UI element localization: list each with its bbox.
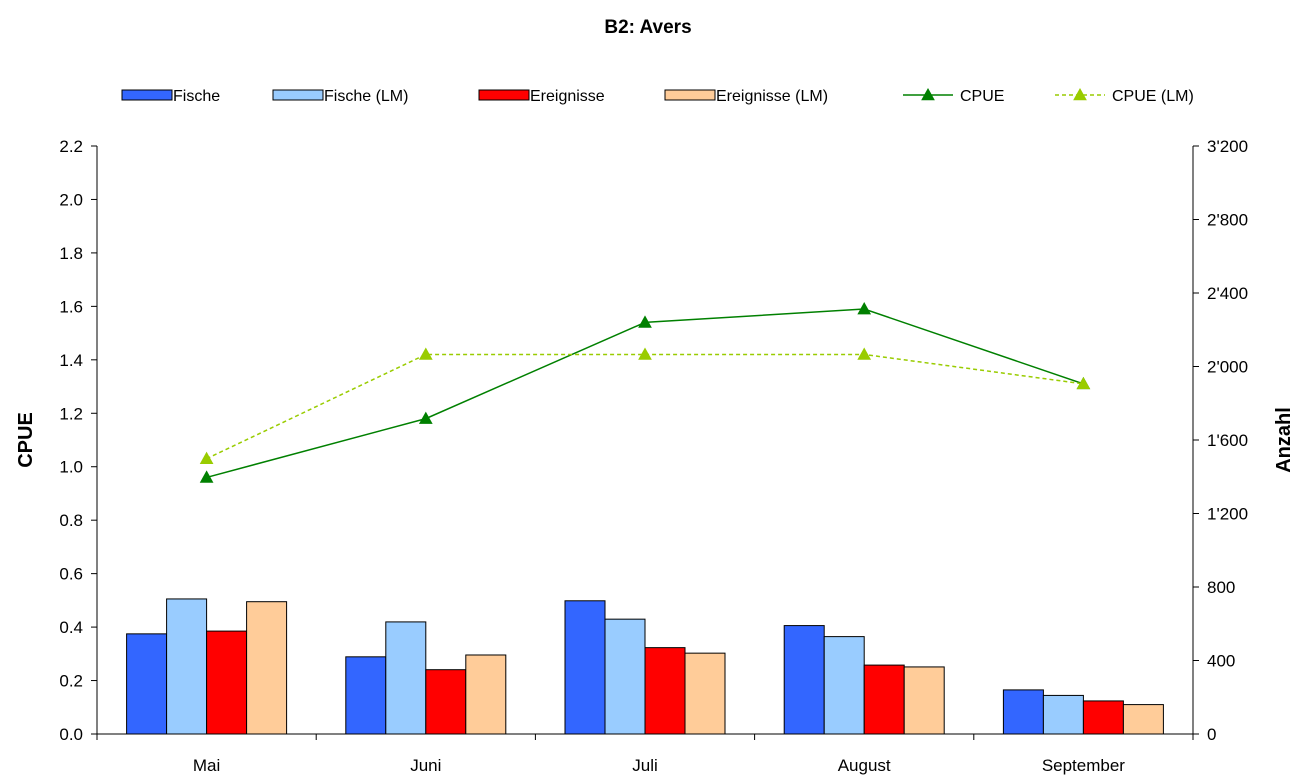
point-marker bbox=[418, 411, 433, 424]
point-marker bbox=[638, 347, 652, 360]
left-tick-label: 0.0 bbox=[59, 725, 83, 744]
legend: Fische Fische (LM) Ereignisse Ereignisse (L… bbox=[121, 87, 1194, 105]
bar bbox=[684, 652, 726, 735]
left-tick-label: 1.2 bbox=[59, 404, 83, 423]
legend-swatch bbox=[121, 89, 173, 101]
point-marker bbox=[857, 347, 872, 360]
left-tick-label: 1.6 bbox=[59, 297, 83, 316]
bar bbox=[903, 666, 945, 735]
x-tick-label: September bbox=[1042, 756, 1125, 775]
bar bbox=[1042, 694, 1084, 735]
bar bbox=[425, 669, 467, 735]
right-tick-label: 1'200 bbox=[1207, 505, 1248, 524]
point-marker bbox=[857, 302, 872, 315]
bar bbox=[863, 664, 905, 735]
bar bbox=[644, 647, 686, 735]
right-tick-label: 2'800 bbox=[1207, 211, 1248, 230]
series-line bbox=[206, 308, 1084, 479]
bar bbox=[1122, 704, 1164, 735]
legend-marker bbox=[1073, 87, 1087, 101]
legend-label: Ereignisse (LM) bbox=[716, 88, 828, 105]
bar bbox=[564, 600, 606, 735]
bar bbox=[246, 601, 288, 735]
point-marker bbox=[638, 315, 652, 328]
legend-swatch bbox=[272, 89, 324, 101]
left-tick-label: 1.0 bbox=[59, 458, 83, 477]
lines bbox=[199, 302, 1091, 483]
chart-title: B2: Avers bbox=[604, 17, 691, 38]
point-marker bbox=[199, 470, 214, 483]
legend-swatch bbox=[478, 89, 530, 101]
left-axis-title: CPUE bbox=[15, 412, 37, 468]
right-axis-title: Anzahl bbox=[1273, 407, 1295, 473]
legend-label: Ereignisse bbox=[530, 88, 605, 105]
legend-label: Fische bbox=[173, 88, 220, 105]
bar bbox=[385, 621, 427, 735]
point-marker bbox=[418, 347, 433, 360]
bars bbox=[126, 598, 1164, 735]
bar bbox=[823, 636, 865, 735]
bar bbox=[465, 654, 507, 735]
right-tick-label: 800 bbox=[1207, 578, 1235, 597]
left-tick-label: 1.4 bbox=[59, 351, 83, 370]
legend-marker bbox=[921, 87, 935, 101]
bar bbox=[206, 630, 248, 735]
bar bbox=[783, 625, 825, 735]
left-tick-label: 0.6 bbox=[59, 565, 83, 584]
bar bbox=[1002, 689, 1044, 735]
legend-label: CPUE (LM) bbox=[1112, 88, 1194, 105]
bar bbox=[126, 633, 168, 735]
right-tick-label: 1'600 bbox=[1207, 431, 1248, 450]
x-tick-label: Juni bbox=[410, 756, 441, 775]
x-tick-label: August bbox=[838, 756, 891, 775]
left-tick-label: 0.4 bbox=[59, 618, 83, 637]
series-line bbox=[206, 353, 1084, 460]
point-marker bbox=[1076, 376, 1091, 390]
right-tick-label: 0 bbox=[1207, 725, 1216, 744]
right-tick-label: 400 bbox=[1207, 652, 1235, 671]
bar bbox=[166, 598, 208, 735]
right-tick-label: 2'000 bbox=[1207, 358, 1248, 377]
bar bbox=[345, 656, 387, 735]
right-tick-label: 3'200 bbox=[1207, 137, 1248, 156]
legend-swatch bbox=[664, 89, 716, 101]
bar bbox=[1082, 700, 1124, 735]
left-tick-label: 0.8 bbox=[59, 511, 83, 530]
legend-label: CPUE bbox=[960, 88, 1004, 105]
left-tick-label: 0.2 bbox=[59, 672, 83, 691]
legend-label: Fische (LM) bbox=[324, 88, 408, 105]
x-tick-label: Mai bbox=[193, 756, 220, 775]
bar bbox=[604, 618, 646, 735]
axes: 0.0 0.2 0.4 0.6 0.8 1.0 1.2 1.4 1.6 1.8 2.0 2.2 0 400… bbox=[59, 137, 1248, 775]
left-tick-label: 2.2 bbox=[59, 137, 83, 156]
right-tick-label: 2'400 bbox=[1207, 284, 1248, 303]
left-tick-label: 2.0 bbox=[59, 190, 83, 209]
point-marker bbox=[199, 451, 214, 465]
left-tick-label: 1.8 bbox=[59, 244, 83, 263]
x-tick-label: Juli bbox=[632, 756, 658, 775]
